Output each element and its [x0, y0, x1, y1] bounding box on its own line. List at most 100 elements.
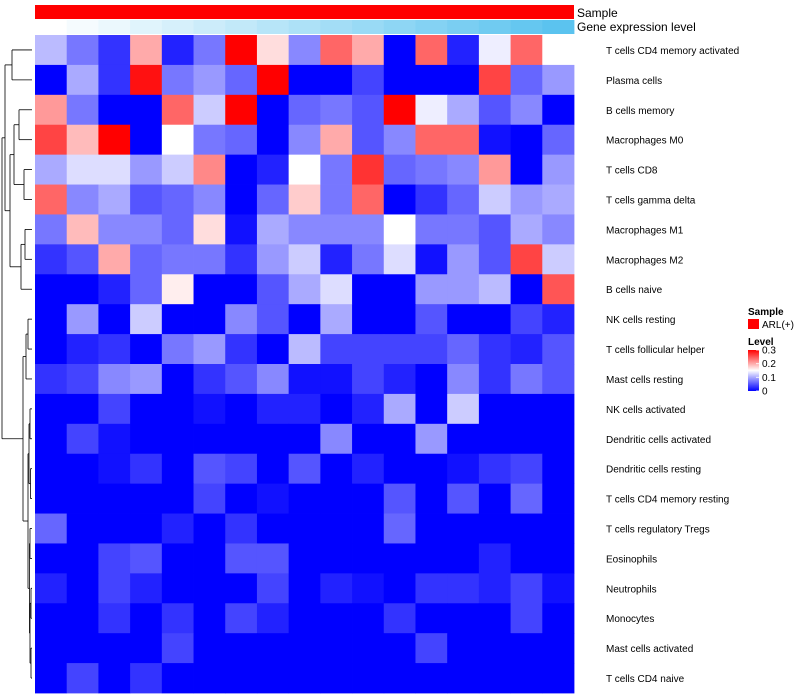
- heatmap-cell: [161, 334, 194, 365]
- heatmap-cell: [447, 184, 480, 215]
- heatmap-cell: [130, 513, 163, 544]
- heatmap-cell: [478, 483, 511, 514]
- row-label: T cells regulatory Tregs: [606, 525, 710, 536]
- heatmap-cell: [352, 633, 385, 664]
- heatmap-cell: [130, 214, 163, 245]
- heatmap-cell: [66, 64, 99, 96]
- heatmap-cell: [320, 513, 353, 544]
- heatmap-cell: [193, 633, 226, 664]
- heatmap-cell: [225, 483, 258, 514]
- heatmap-cell: [98, 94, 131, 126]
- heatmap-cell: [35, 513, 68, 544]
- heatmap-cell: [35, 334, 68, 365]
- heatmap-cell: [161, 274, 194, 305]
- expression-track-cell: [383, 20, 416, 34]
- expression-track-cell: [478, 20, 511, 34]
- heatmap-cell: [130, 393, 163, 425]
- expression-track-cell: [320, 20, 353, 34]
- heatmap-cell: [415, 573, 448, 604]
- row-label: Plasma cells: [606, 76, 662, 87]
- heatmap-cell: [352, 184, 385, 215]
- heatmap-cell: [66, 543, 99, 574]
- heatmap-cell: [225, 573, 258, 604]
- heatmap-cell: [35, 214, 68, 245]
- heatmap-cell: [225, 184, 258, 215]
- expression-track-cell: [447, 20, 480, 34]
- heatmap-cell: [352, 35, 385, 66]
- heatmap-cell: [193, 154, 226, 185]
- heatmap-cell: [193, 214, 226, 245]
- heatmap-cell: [130, 543, 163, 574]
- heatmap-cell: [66, 364, 99, 395]
- heatmap-cell: [161, 35, 194, 66]
- expression-track-cell: [352, 20, 385, 34]
- heatmap-cell: [542, 393, 575, 425]
- heatmap-cell: [320, 154, 353, 185]
- heatmap-cell: [193, 453, 226, 485]
- heatmap-cell: [383, 603, 416, 634]
- heatmap-cell: [447, 513, 480, 544]
- heatmap-cell: [542, 64, 575, 96]
- heatmap-cell: [510, 244, 543, 275]
- heatmap-cell: [66, 334, 99, 365]
- heatmap-cell: [447, 453, 480, 485]
- expression-track-cell: [288, 20, 321, 34]
- heatmap-cell: [383, 244, 416, 275]
- heatmap-cell: [478, 334, 511, 365]
- heatmap-cell: [35, 393, 68, 425]
- heatmap-cell: [415, 633, 448, 664]
- heatmap-cell: [352, 64, 385, 96]
- heatmap-cell: [288, 94, 321, 126]
- heatmap-cell: [383, 543, 416, 574]
- heatmap-cell: [320, 214, 353, 245]
- heatmap-cell: [161, 214, 194, 245]
- heatmap-cell: [225, 214, 258, 245]
- heatmap-cell: [447, 603, 480, 634]
- heatmap-cell: [447, 393, 480, 425]
- heatmap-cell: [478, 543, 511, 574]
- heatmap-cell: [510, 35, 543, 66]
- heatmap-cell: [225, 274, 258, 305]
- heatmap-cell: [130, 364, 163, 395]
- heatmap-cell: [98, 244, 131, 275]
- legend-sample-entry: ARL(+): [762, 320, 794, 331]
- heatmap-cell: [98, 334, 131, 365]
- expression-track-cell: [130, 20, 163, 34]
- heatmap-cell: [288, 573, 321, 604]
- heatmap-cell: [66, 304, 99, 335]
- heatmap-cell: [225, 364, 258, 395]
- heatmap-cell: [256, 573, 290, 604]
- heatmap-cell: [478, 364, 511, 395]
- row-label: B cells memory: [606, 106, 674, 117]
- heatmap-cell: [98, 393, 131, 425]
- expression-track-cell: [98, 20, 131, 34]
- heatmap-cell: [225, 94, 258, 126]
- heatmap-cell: [320, 35, 353, 66]
- heatmap-cell: [130, 94, 163, 126]
- heatmap-cell: [320, 663, 353, 694]
- heatmap-cell: [288, 214, 321, 245]
- heatmap-cell: [288, 184, 321, 215]
- heatmap-cell: [510, 274, 543, 305]
- heatmap-cell: [225, 423, 258, 455]
- heatmap-cell: [130, 124, 163, 156]
- heatmap-cell: [256, 663, 290, 694]
- heatmap-cell: [288, 154, 321, 185]
- heatmap-cell: [542, 423, 575, 455]
- heatmap-cell: [66, 124, 99, 156]
- heatmap-cell: [98, 184, 131, 215]
- heatmap-cell: [510, 543, 543, 574]
- row-label: T cells follicular helper: [606, 345, 705, 356]
- heatmap-cell: [193, 124, 226, 156]
- heatmap-cell: [193, 94, 226, 126]
- heatmap-cell: [478, 304, 511, 335]
- row-label: Monocytes: [606, 614, 654, 625]
- heatmap-cell: [478, 603, 511, 634]
- heatmap-cell: [288, 274, 321, 305]
- row-label: T cells CD8: [606, 166, 658, 177]
- heatmap-cell: [352, 393, 385, 425]
- heatmap-cell: [66, 393, 99, 425]
- heatmap-cell: [447, 244, 480, 275]
- heatmap-cell: [288, 304, 321, 335]
